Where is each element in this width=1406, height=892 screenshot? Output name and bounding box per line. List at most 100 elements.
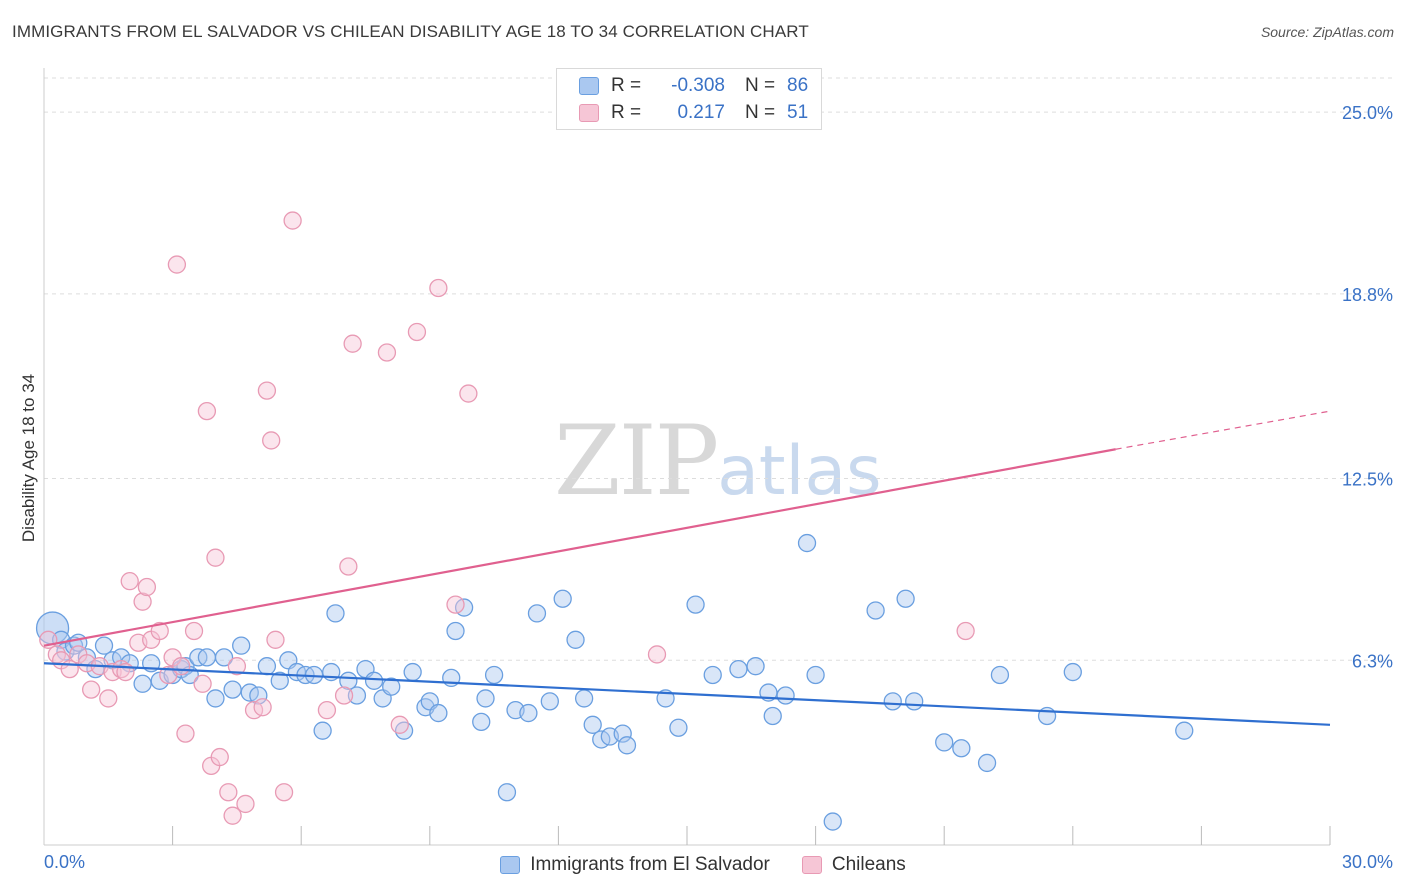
point-el-salvador xyxy=(364,671,384,690)
point-el-salvador xyxy=(746,657,765,676)
point-chileans xyxy=(206,548,225,567)
watermark-zip: ZIP xyxy=(554,405,719,517)
source-label: Source: ZipAtlas.com xyxy=(1260,24,1394,40)
series-legend-chileans[interactable]: Chileans xyxy=(801,854,906,876)
point-chileans xyxy=(150,621,169,641)
series-legend: Immigrants from El Salvador Chileans xyxy=(0,852,1406,878)
legend-row-el-salvador: R = -0.308 N = 86 xyxy=(579,73,808,99)
series-legend-label: Immigrants from El Salvador xyxy=(530,854,770,875)
legend-r-label: R = xyxy=(611,102,642,123)
point-chileans xyxy=(956,621,975,641)
point-chileans xyxy=(266,630,285,649)
point-el-salvador xyxy=(519,703,538,723)
point-chileans xyxy=(99,689,118,708)
legend-swatch-pink xyxy=(579,104,599,122)
chart-title: IMMIGRANTS FROM EL SALVADOR VS CHILEAN D… xyxy=(12,22,809,41)
legend-n-label: N = xyxy=(745,75,776,96)
point-chileans xyxy=(390,715,409,734)
point-el-salvador xyxy=(729,659,748,679)
point-el-salvador xyxy=(214,648,234,667)
point-chileans xyxy=(159,665,178,685)
point-el-salvador xyxy=(977,753,997,773)
point-chileans xyxy=(197,401,217,421)
point-el-salvador xyxy=(540,692,559,711)
point-chileans xyxy=(193,674,212,693)
legend-r-value: -0.308 xyxy=(671,75,725,96)
point-el-salvador xyxy=(797,533,817,553)
point-el-salvador xyxy=(823,812,842,831)
y-tick-label: 18.8% xyxy=(1342,285,1393,305)
point-el-salvador xyxy=(133,674,152,693)
point-chileans xyxy=(137,577,157,597)
point-el-salvador xyxy=(497,783,517,802)
point-el-salvador xyxy=(382,677,401,696)
point-el-salvador xyxy=(566,630,585,649)
point-el-salvador xyxy=(935,733,954,752)
point-chileans xyxy=(82,680,101,699)
point-chileans xyxy=(176,724,195,743)
point-chileans xyxy=(459,384,478,403)
legend-row-chileans: R = 0.217 N = 51 xyxy=(579,100,808,126)
series-swatch-pink xyxy=(801,856,822,874)
point-el-salvador xyxy=(313,721,332,740)
series-legend-label: Chileans xyxy=(831,854,906,875)
legend-r-value: 0.217 xyxy=(677,102,725,123)
point-el-salvador xyxy=(553,589,572,608)
point-chileans xyxy=(283,211,302,230)
point-el-salvador xyxy=(527,604,547,623)
point-el-salvador xyxy=(1175,721,1194,740)
point-chileans xyxy=(227,657,247,676)
point-chileans xyxy=(253,698,272,717)
point-chileans xyxy=(446,595,465,614)
point-el-salvador xyxy=(223,680,242,699)
point-el-salvador xyxy=(583,715,602,734)
point-el-salvador xyxy=(249,686,268,705)
legend-r-label: R = xyxy=(611,75,642,96)
point-el-salvador xyxy=(403,662,422,682)
legend-n-value: 51 xyxy=(787,102,809,123)
point-el-salvador xyxy=(896,589,915,608)
y-axis-label: Disability Age 18 to 34 xyxy=(19,374,38,542)
point-chileans xyxy=(274,783,294,802)
point-el-salvador xyxy=(1063,662,1082,682)
point-chileans xyxy=(172,657,191,676)
point-el-salvador xyxy=(776,686,795,705)
y-tick-label: 6.3% xyxy=(1352,651,1393,671)
point-el-salvador xyxy=(232,636,251,655)
point-chileans xyxy=(334,686,354,705)
trend-line-el-salvador xyxy=(43,662,1331,726)
watermark: ZIPatlas xyxy=(554,405,882,517)
point-el-salvador xyxy=(866,601,885,620)
point-chileans xyxy=(377,343,397,362)
point-el-salvador xyxy=(703,665,722,685)
point-chileans xyxy=(407,322,427,342)
series-legend-el-salvador[interactable]: Immigrants from El Salvador xyxy=(500,854,770,876)
point-el-salvador xyxy=(617,736,637,755)
legend-n-label: N = xyxy=(745,102,776,123)
point-el-salvador xyxy=(669,718,688,737)
point-el-salvador xyxy=(446,621,465,641)
legend-swatch-blue xyxy=(579,77,599,95)
legend-n-value: 86 xyxy=(787,75,809,96)
point-el-salvador xyxy=(270,671,289,690)
point-chileans xyxy=(262,431,281,450)
point-chileans xyxy=(647,645,667,664)
point-chileans xyxy=(167,255,187,274)
point-chileans xyxy=(317,700,337,720)
point-el-salvador xyxy=(206,689,225,708)
point-chileans xyxy=(339,557,358,576)
point-chileans xyxy=(343,334,362,353)
point-el-salvador xyxy=(990,665,1010,685)
point-chileans xyxy=(210,747,229,767)
point-el-salvador xyxy=(686,595,705,614)
point-el-salvador xyxy=(197,648,217,667)
point-el-salvador xyxy=(952,739,971,758)
point-chileans xyxy=(184,621,204,641)
y-tick-label: 12.5% xyxy=(1342,470,1393,490)
point-chileans xyxy=(429,278,448,298)
correlation-legend: R = -0.308 N = 86 R = 0.217 N = 51 xyxy=(556,68,822,130)
point-chileans xyxy=(133,592,152,611)
point-el-salvador xyxy=(484,665,504,685)
trend-line-chileans-extension xyxy=(1115,410,1331,450)
